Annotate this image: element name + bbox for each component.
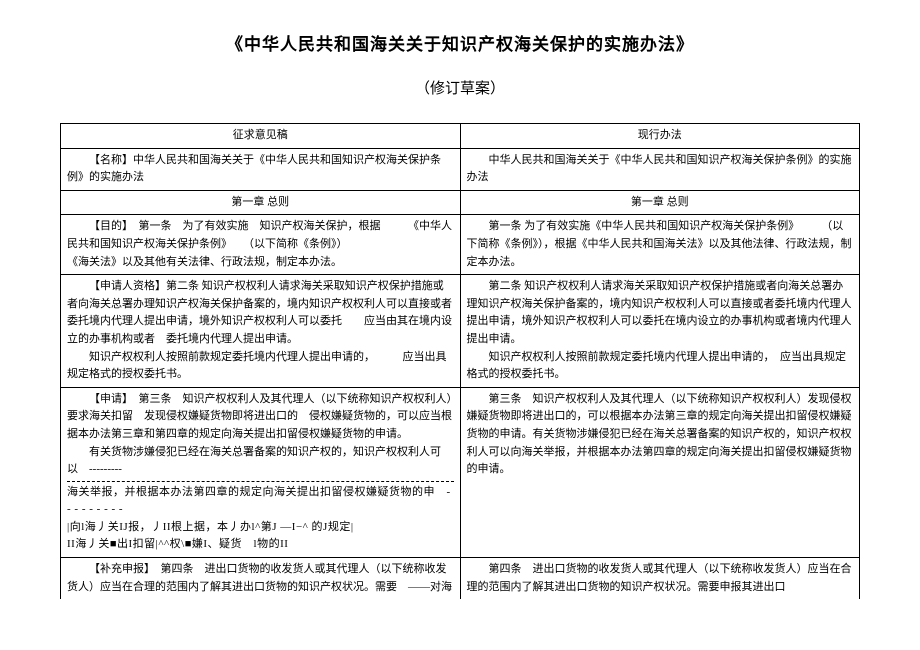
name-right: 中华人民共和国海关关于《中华人民共和国知识产权海关保护条例》的实施办法 [460, 148, 860, 190]
garbled-text: II海丿关■出I扣留|^^权\■嫌I、疑货 l物的II [67, 536, 454, 554]
purpose-right: 第一条 为了有效实施《中华人民共和国知识产权海关保护条例》 （以下简称《条例》）… [460, 215, 860, 275]
applicant-left: 【申请人资格】第二条 知识产权权利人请求海关采取知识产权保护措施或者向海关总署办… [61, 275, 461, 388]
chapter-right: 第一章 总则 [460, 190, 860, 215]
header-left: 征求意见稿 [61, 124, 461, 149]
text: 有关货物涉嫌侵犯已经在海关总署备案的知识产权的，知识产权权利人可以 ------… [67, 444, 454, 479]
supplement-right: 第四条 进出口货物的收发货人或其代理人（以下统称收发货人）应当在合理的范围内了解… [460, 558, 860, 600]
text: 【申请】 第三条 知识产权权利人及其代理人（以下统称知识产权权利人）要求海关扣留… [67, 391, 454, 444]
text: 第二条 知识产权权利人请求海关采取知识产权保护措施或者向海关总署办理知识产权海关… [467, 278, 854, 348]
name-left: 【名称】中华人民共和国海关关于《中华人民共和国知识产权海关保护条例》的实施办法 [61, 148, 461, 190]
text: 【补充申报】 第四条 进出口货物的收发货人或其代理人（以下统称收发货人）应当在合… [67, 561, 454, 596]
table-row: 第一章 总则 第一章 总则 [61, 190, 860, 215]
table-row: 【目的】 第一条 为了有效实施 知识产权海关保护，根据 《中华人民共和国知识产权… [61, 215, 860, 275]
header-right: 现行办法 [460, 124, 860, 149]
document-page: 《中华人民共和国海关关于知识产权海关保护的实施办法》 （修订草案） 征求意见稿 … [0, 0, 920, 599]
purpose-left: 【目的】 第一条 为了有效实施 知识产权海关保护，根据 《中华人民共和国知识产权… [61, 215, 461, 275]
document-title: 《中华人民共和国海关关于知识产权海关保护的实施办法》 [60, 30, 860, 55]
garbled-text: 海关举报，并根据本办法第四章的规定向海关提出扣留侵权嫌疑货物的申 - - - -… [67, 484, 454, 519]
text: 知识产权权利人按照前款规定委托境内代理人提出申请的， 应当出具规定格式的授权委托… [67, 349, 454, 384]
text: 【名称】中华人民共和国海关关于《中华人民共和国知识产权海关保护条例》的实施办法 [67, 152, 454, 187]
apply-right: 第三条 知识产权权利人及其代理人（以下统称知识产权权利人）发现侵权嫌疑货物即将进… [460, 387, 860, 557]
text: 【申请人资格】第二条 知识产权权利人请求海关采取知识产权保护措施或者向海关总署办… [67, 278, 454, 348]
dashed-divider [67, 481, 454, 482]
table-row: 【补充申报】 第四条 进出口货物的收发货人或其代理人（以下统称收发货人）应当在合… [61, 558, 860, 600]
document-subtitle: （修订草案） [60, 77, 860, 98]
text: 第四条 进出口货物的收发货人或其代理人（以下统称收发货人）应当在合理的范围内了解… [467, 561, 854, 596]
apply-left: 【申请】 第三条 知识产权权利人及其代理人（以下统称知识产权权利人）要求海关扣留… [61, 387, 461, 557]
text: 第三条 知识产权权利人及其代理人（以下统称知识产权权利人）发现侵权嫌疑货物即将进… [467, 391, 854, 479]
comparison-table: 征求意见稿 现行办法 【名称】中华人民共和国海关关于《中华人民共和国知识产权海关… [60, 123, 860, 599]
garbled-text: |向l海丿关IJ报，丿II根上据，本丿办l^第J —I−^ 的J规定| [67, 519, 454, 537]
text: 中华人民共和国海关关于《中华人民共和国知识产权海关保护条例》的实施办法 [467, 152, 854, 187]
text: 知识产权权利人按照前款规定委托境内代理人提出申请的， 应当出具规定格式的授权委托… [467, 349, 854, 384]
supplement-left: 【补充申报】 第四条 进出口货物的收发货人或其代理人（以下统称收发货人）应当在合… [61, 558, 461, 600]
text: 第一条 为了有效实施《中华人民共和国知识产权海关保护条例》 （以下简称《条例》）… [467, 218, 854, 271]
chapter-left: 第一章 总则 [61, 190, 461, 215]
applicant-right: 第二条 知识产权权利人请求海关采取知识产权保护措施或者向海关总署办理知识产权海关… [460, 275, 860, 388]
text: 【目的】 第一条 为了有效实施 知识产权海关保护，根据 《中华人民共和国知识产权… [67, 218, 454, 271]
table-row: 【名称】中华人民共和国海关关于《中华人民共和国知识产权海关保护条例》的实施办法 … [61, 148, 860, 190]
table-header-row: 征求意见稿 现行办法 [61, 124, 860, 149]
table-row: 【申请】 第三条 知识产权权利人及其代理人（以下统称知识产权权利人）要求海关扣留… [61, 387, 860, 557]
table-row: 【申请人资格】第二条 知识产权权利人请求海关采取知识产权保护措施或者向海关总署办… [61, 275, 860, 388]
